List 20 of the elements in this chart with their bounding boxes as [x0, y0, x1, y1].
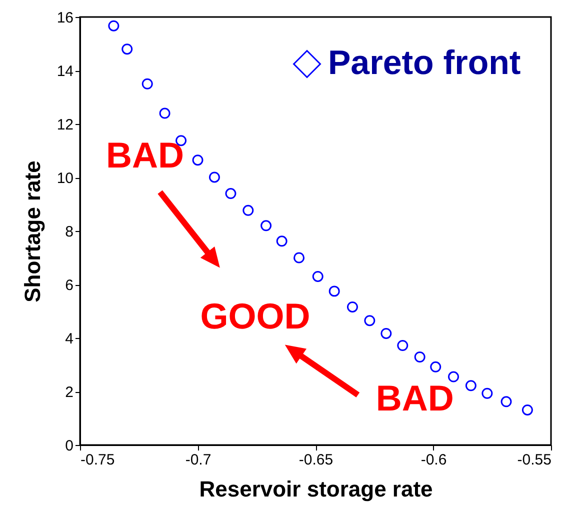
annotation: BAD [376, 377, 454, 418]
x-tick-label: -0.7 [185, 452, 212, 468]
y-tick-label: 14 [56, 63, 74, 80]
x-tick-label: -0.65 [298, 452, 334, 468]
y-tick-label: 4 [65, 330, 74, 348]
y-axis-title: Shortage rate [20, 160, 45, 302]
y-tick-label: 10 [56, 170, 74, 187]
x-tick-label: -0.55 [517, 452, 552, 468]
y-tick-label: 2 [65, 384, 74, 401]
annotation: BAD [106, 134, 184, 176]
x-axis-title: Reservoir storage rate [199, 476, 433, 502]
y-tick-label: 16 [56, 10, 74, 26]
y-tick-label: 12 [56, 116, 74, 134]
annotation: GOOD [200, 296, 310, 337]
x-tick-label: -0.75 [80, 452, 115, 468]
y-tick-label: 0 [65, 438, 74, 454]
y-tick-label: 6 [65, 277, 74, 294]
x-tick-label: -0.6 [420, 452, 447, 468]
y-tick-label: 8 [65, 224, 74, 240]
legend-label: Pareto front [328, 44, 521, 82]
